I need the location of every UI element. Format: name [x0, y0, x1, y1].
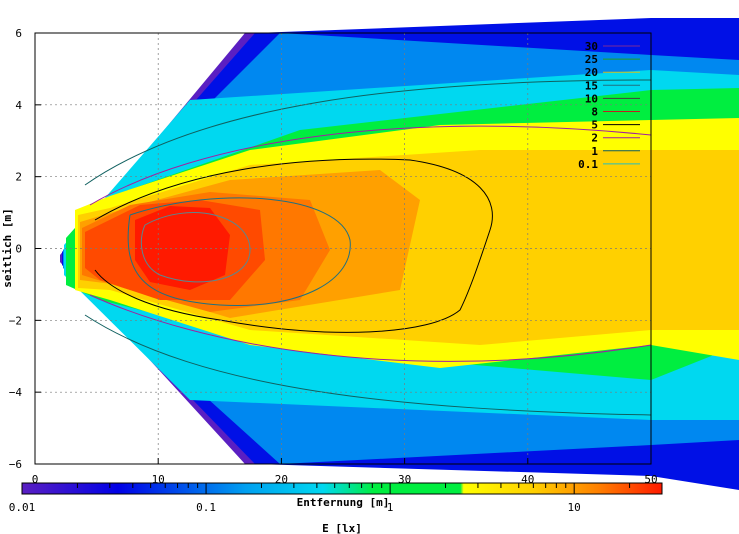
y-tick-label: 4 [15, 99, 22, 112]
colorbar-tick-label: 1 [387, 501, 394, 514]
y-axis-label: seitlich [m] [1, 208, 14, 287]
legend-label: 25 [585, 53, 598, 66]
y-tick-label: 0 [15, 243, 22, 256]
legend-label: 8 [591, 106, 598, 119]
band-red [135, 206, 230, 290]
y-tick-label: 6 [15, 27, 22, 40]
y-tick-label: −4 [9, 386, 23, 399]
legend-label: 10 [585, 92, 598, 105]
legend-label: 2 [591, 132, 598, 145]
grid [35, 33, 651, 464]
legend-label: 20 [585, 66, 598, 79]
colorbar-ticks: 0.01 0.1 1 10 [9, 483, 663, 514]
x-tick-label: 0 [32, 473, 39, 486]
contour-1 [84, 79, 652, 416]
contour-15 [140, 212, 251, 283]
contour-2 [89, 125, 652, 362]
y-tick-label: 2 [15, 171, 22, 184]
legend-label: 15 [585, 79, 598, 92]
legend-label: 0.1 [578, 158, 598, 171]
contour-lines [84, 79, 652, 416]
contour-10 [127, 197, 351, 307]
colorbar-tick-label: 0.01 [9, 501, 36, 514]
x-axis-label: Entfernung [m] [297, 496, 390, 509]
y-axis: 6 4 2 0 −2 −4 −6 [9, 27, 41, 471]
legend-label: 1 [591, 145, 598, 158]
legend-label: 30 [585, 40, 598, 53]
y-tick-label: −6 [9, 458, 22, 471]
colorbar-tick-label: 10 [568, 501, 581, 514]
colorbar-label: E [lx] [322, 522, 362, 534]
legend-label: 5 [591, 119, 598, 132]
colorbar-tick-label: 0.1 [196, 501, 216, 514]
y-tick-label: −2 [9, 314, 22, 327]
contour-5 [94, 158, 493, 333]
